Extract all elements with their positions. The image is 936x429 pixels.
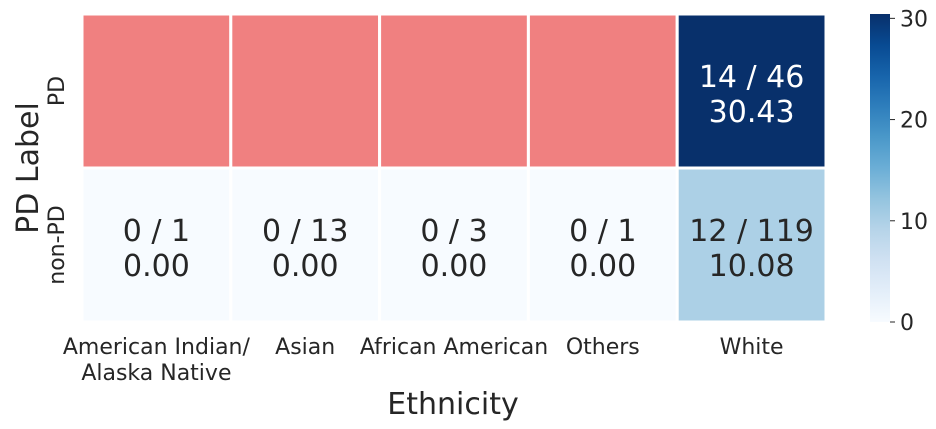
heatmap-cell-r1-c3 xyxy=(526,166,679,324)
y-axis-label: PD Label xyxy=(11,102,46,234)
x-tick-label: White xyxy=(720,335,784,360)
colorbar-ticks: 0 10 20 30 xyxy=(890,7,928,336)
cell-count-label: 0 / 3 xyxy=(420,214,487,249)
colorbar-tick-label: 30 xyxy=(900,7,928,32)
cell-count-label: 0 / 1 xyxy=(569,214,636,249)
colorbar-tick-label: 10 xyxy=(900,210,928,235)
heatmap-cell-r1-c4 xyxy=(675,166,828,324)
heatmap-cell-r0-c4 xyxy=(675,12,828,170)
cell-value-label: 0.00 xyxy=(123,249,190,284)
y-tick-label: non-PD xyxy=(45,205,70,285)
colorbar xyxy=(870,14,890,322)
cell-count-label: 12 / 119 xyxy=(689,214,814,249)
heatmap-cell-r0-c2 xyxy=(378,12,530,170)
cell-count-label: 0 / 1 xyxy=(123,214,190,249)
x-tick-label: Others xyxy=(566,335,640,360)
x-tick-label: African American xyxy=(360,335,548,360)
y-tick-labels: PD non-PD xyxy=(45,76,70,285)
cell-count-label: 0 / 13 xyxy=(262,214,348,249)
y-tick-label: PD xyxy=(45,76,70,106)
x-tick-label: American Indian/ xyxy=(63,335,251,360)
heatmap-cell-r0-c3 xyxy=(526,12,679,170)
heatmap-cell-r0-c1 xyxy=(229,12,382,170)
cell-value-label: 30.43 xyxy=(709,95,795,130)
cell-value-label: 0.00 xyxy=(272,249,339,284)
heatmap-cell-r1-c1 xyxy=(229,166,382,324)
cell-value-label: 0.00 xyxy=(421,249,488,284)
cell-value-label: 0.00 xyxy=(569,249,636,284)
x-tick-label: Alaska Native xyxy=(81,361,231,386)
colorbar-tick-label: 0 xyxy=(900,311,914,336)
x-tick-labels: American Indian/Alaska Native Asian Africa… xyxy=(63,335,784,386)
heatmap-cell-r1-c0 xyxy=(80,166,233,324)
cell-value-label: 10.08 xyxy=(709,249,795,284)
colorbar-tick-label: 20 xyxy=(900,109,928,134)
cell-count-label: 14 / 46 xyxy=(699,60,805,95)
x-tick-label: Asian xyxy=(275,335,335,360)
heatmap-cell-r0-c0 xyxy=(80,12,233,170)
x-axis-label: Ethnicity xyxy=(387,387,518,422)
